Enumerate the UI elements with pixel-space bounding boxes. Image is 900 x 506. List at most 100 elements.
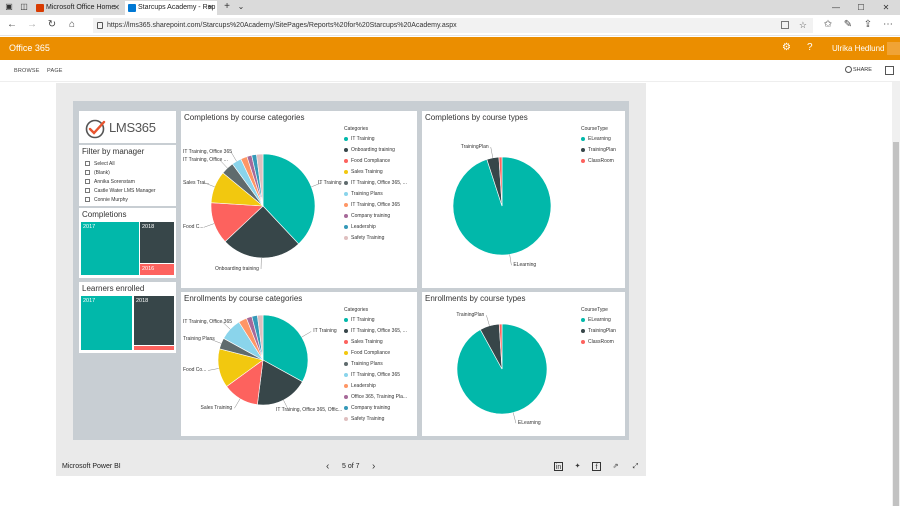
- pie-slice-it-training[interactable]: [262, 314, 309, 383]
- legend-item-trainingplan[interactable]: TrainingPlan: [581, 147, 616, 153]
- treemap-block-2017[interactable]: 2017: [81, 296, 132, 350]
- legend-item-food-compliance[interactable]: Food Compliance: [344, 158, 390, 164]
- legend-item-training-plans[interactable]: Training Plans: [344, 191, 383, 197]
- share-icon[interactable]: ⇪: [863, 19, 873, 30]
- tabs-aside-icon[interactable]: ◫: [20, 2, 28, 11]
- treemap-block-2017[interactable]: 2017: [81, 222, 139, 275]
- legend-dot: [344, 372, 348, 377]
- favorites-icon[interactable]: ✩: [823, 19, 833, 30]
- legend-item-elearning[interactable]: ELearning: [581, 317, 611, 323]
- checkbox[interactable]: [85, 187, 90, 193]
- close-tab-icon[interactable]: ✕: [207, 3, 214, 12]
- pie-slice-classroom[interactable]: [498, 323, 503, 370]
- tab-actions-icon[interactable]: ▣: [5, 2, 13, 11]
- forward-icon[interactable]: →: [27, 19, 37, 30]
- legend-item-elearning[interactable]: ELearning: [581, 136, 611, 142]
- checkbox[interactable]: [85, 169, 90, 175]
- legend-item-it-training-office-365[interactable]: IT Training, Office 365: [344, 202, 400, 208]
- ribbon-tab-page[interactable]: PAGE: [47, 68, 63, 74]
- legend-item-sales-training[interactable]: Sales Training: [344, 169, 383, 175]
- filter-option[interactable]: Castle Water LMS Manager: [85, 187, 156, 194]
- legend-item-onboarding-training[interactable]: Onboarding training: [344, 147, 395, 153]
- reading-view-icon[interactable]: [781, 21, 789, 29]
- pie-slice-onboarding-training[interactable]: [224, 205, 300, 259]
- home-icon[interactable]: ⌂: [68, 19, 76, 30]
- legend-item-training-plans[interactable]: Training Plans: [344, 361, 383, 367]
- tab-office-home[interactable]: Microsoft Office Home ✕: [33, 1, 123, 15]
- close-window-icon[interactable]: ✕: [882, 3, 890, 12]
- legend-item-sales-training[interactable]: Sales Training: [344, 339, 383, 345]
- url-field[interactable]: https://lms365.sharepoint.com/Starcups%2…: [93, 18, 813, 33]
- checkbox[interactable]: [85, 196, 90, 202]
- legend-item-it-training[interactable]: IT Training: [344, 317, 375, 323]
- close-tab-icon[interactable]: ✕: [113, 3, 120, 12]
- help-icon[interactable]: ?: [807, 42, 813, 53]
- legend-item-classroom[interactable]: ClassRoom: [581, 158, 614, 164]
- legend-item-it-training-office-365[interactable]: IT Training, Office 365, ...: [344, 180, 407, 186]
- pie-slice-classroom[interactable]: [498, 156, 503, 207]
- legend-dot: [344, 416, 348, 421]
- facebook-icon[interactable]: f: [592, 462, 601, 471]
- twitter-icon[interactable]: ✦: [574, 463, 581, 470]
- ribbon-tab-browse[interactable]: BROWSE: [14, 68, 40, 74]
- legend-item-it-training[interactable]: IT Training: [344, 136, 375, 142]
- tab-starcups-academy[interactable]: Starcups Academy - Rep ✕: [125, 1, 217, 15]
- user-name[interactable]: Ulrika Hedlund: [832, 44, 885, 53]
- more-icon[interactable]: ⋯: [883, 19, 893, 30]
- share-label: SHARE: [853, 67, 872, 73]
- refresh-icon[interactable]: ↻: [47, 19, 57, 30]
- legend-item-it-training-office-365[interactable]: IT Training, Office 365: [344, 372, 400, 378]
- legend-item-leadership[interactable]: Leadership: [344, 224, 376, 230]
- checkbox[interactable]: [85, 178, 90, 184]
- slice-leader-line: [283, 399, 289, 411]
- legend-item-company-training[interactable]: Company training: [344, 213, 390, 219]
- page-scrollbar[interactable]: [892, 82, 900, 506]
- pie-slice-safety-training[interactable]: [256, 153, 264, 207]
- back-icon[interactable]: ←: [7, 19, 17, 30]
- new-tab-button[interactable]: +: [224, 1, 230, 12]
- focus-mode-icon[interactable]: [885, 66, 894, 75]
- tab-list-dropdown[interactable]: ⌄: [237, 2, 245, 11]
- fullscreen-icon[interactable]: ⤢: [632, 463, 639, 470]
- filter-option[interactable]: (Blank): [85, 169, 110, 176]
- legend-item-it-training-office-365[interactable]: IT Training, Office 365, ...: [344, 328, 407, 334]
- pie-slice-safety-training[interactable]: [257, 314, 264, 361]
- treemap-block-other[interactable]: [134, 346, 174, 350]
- office365-brand[interactable]: Office 365: [9, 43, 50, 53]
- avatar[interactable]: [887, 42, 900, 55]
- minimize-icon[interactable]: —: [832, 3, 840, 12]
- filter-option[interactable]: Select All: [85, 160, 115, 167]
- next-page-icon[interactable]: ›: [372, 461, 376, 472]
- treemap-block-2016[interactable]: 2016: [140, 264, 174, 275]
- pie-slice-it-training-office-365[interactable]: [257, 359, 303, 406]
- legend-item-safety-training[interactable]: Safety Training: [344, 235, 384, 241]
- legend-item-leadership[interactable]: Leadership: [344, 383, 376, 389]
- previous-page-icon[interactable]: ‹: [326, 461, 330, 472]
- pie-slice-it-training[interactable]: [262, 153, 316, 245]
- treemap-block-2018[interactable]: 2018: [134, 296, 174, 345]
- legend-item-classroom[interactable]: ClassRoom: [581, 339, 614, 345]
- filter-option[interactable]: Connie Murphy: [85, 196, 128, 203]
- legend-item-food-compliance[interactable]: Food Compliance: [344, 350, 390, 356]
- legend-item-office-365-training-pla[interactable]: Office 365, Training Pla...: [344, 394, 407, 400]
- share-report-icon[interactable]: ⇗: [612, 463, 619, 470]
- powerbi-brand[interactable]: Microsoft Power BI: [62, 463, 121, 470]
- favorite-star-icon[interactable]: ☆: [798, 20, 807, 30]
- settings-gear-icon[interactable]: ⚙: [782, 42, 791, 53]
- share-button[interactable]: SHARE: [845, 66, 872, 73]
- legend-item-company-training[interactable]: Company training: [344, 405, 390, 411]
- block-label: 2017: [83, 298, 96, 304]
- legend-item-safety-training[interactable]: Safety Training: [344, 416, 384, 422]
- legend-item-trainingplan[interactable]: TrainingPlan: [581, 328, 616, 334]
- maximize-icon[interactable]: ☐: [857, 3, 865, 12]
- legend-label: ClassRoom: [588, 339, 614, 345]
- pen-icon[interactable]: ✎: [843, 19, 853, 30]
- filter-option[interactable]: Annika Sorenstam: [85, 178, 135, 185]
- legend-dot: [344, 180, 348, 185]
- legend-label: Training Plans: [351, 191, 383, 197]
- checkbox[interactable]: [85, 160, 90, 166]
- legend-label: IT Training: [351, 136, 375, 142]
- linkedin-icon[interactable]: in: [554, 462, 563, 471]
- treemap-block-2018[interactable]: 2018: [140, 222, 174, 263]
- scrollbar-thumb[interactable]: [893, 142, 899, 506]
